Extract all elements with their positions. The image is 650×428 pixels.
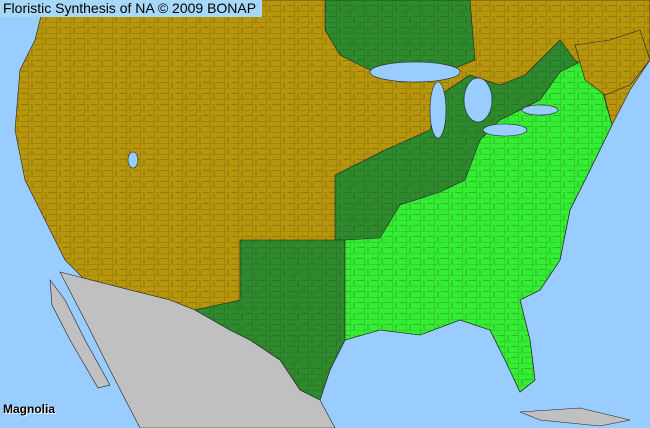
baja [49, 278, 111, 389]
lake-superior [369, 61, 461, 83]
lake-erie [482, 123, 528, 137]
map-title: Floristic Synthesis of NA © 2009 BONAP [0, 0, 263, 17]
taxon-label: Magnolia [3, 402, 56, 416]
lake-michigan [429, 81, 447, 139]
cuba [519, 407, 631, 427]
lake-huron [463, 77, 493, 123]
lake-ontario [521, 104, 559, 116]
great-salt-lake [127, 151, 139, 169]
